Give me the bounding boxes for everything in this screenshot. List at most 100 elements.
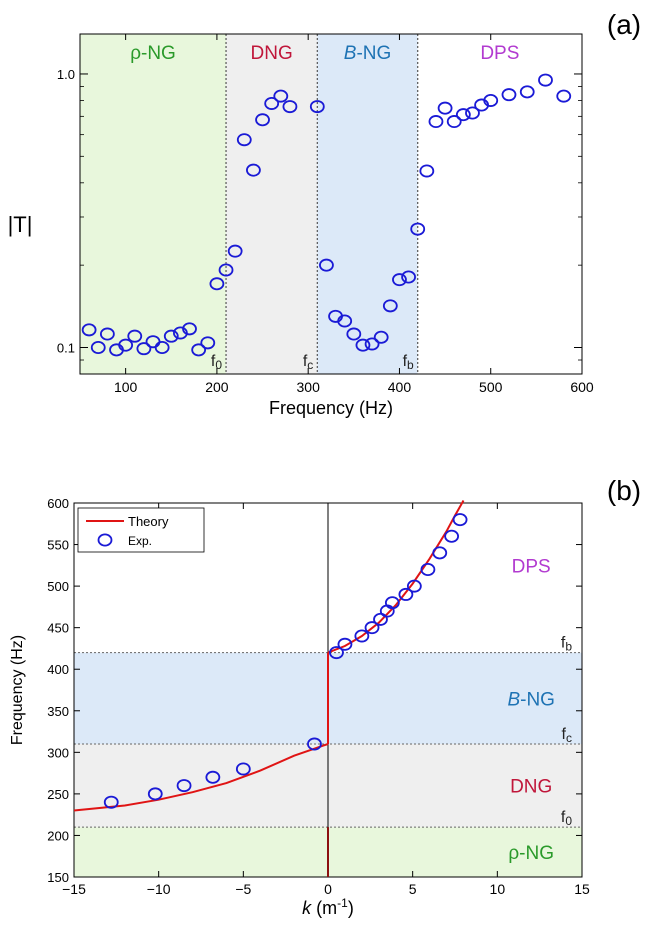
exp-point-9 xyxy=(364,621,380,635)
legend-exp-label: Exp. xyxy=(128,534,152,548)
region-label-suffix: -NG xyxy=(356,43,391,64)
data-point-40 xyxy=(465,106,480,120)
data-point-11 xyxy=(182,322,197,336)
y-tick-label-0: 0.1 xyxy=(57,340,75,355)
x-tick-label-1: 200 xyxy=(205,379,229,395)
y-tick-label-6: 450 xyxy=(47,621,69,636)
y-axis-label: |T| xyxy=(8,212,33,237)
panel-label-a: (a) xyxy=(607,9,641,40)
data-point-34 xyxy=(410,222,426,236)
y-tick-label-0: 150 xyxy=(47,870,69,885)
x-axis-label-var: k xyxy=(302,898,312,918)
x-tick-label-3: 0 xyxy=(324,881,332,897)
legend-exp-swatch xyxy=(97,533,113,547)
data-point-23 xyxy=(309,100,325,114)
region-band-1 xyxy=(226,34,318,374)
legend: Theory Exp. xyxy=(77,507,205,553)
boundary-label-base: f xyxy=(211,353,216,370)
x-tick-label-0: −15 xyxy=(62,881,86,897)
y-tick-label-7: 500 xyxy=(47,579,69,594)
data-point-0 xyxy=(81,323,97,337)
boundary-label-0: f0 xyxy=(561,809,572,828)
data-point-16 xyxy=(227,244,243,258)
exp-point-10 xyxy=(373,612,388,626)
x-axis-label-unit: (m xyxy=(311,898,337,918)
boundary-label-0: f0 xyxy=(211,353,222,372)
data-point-20 xyxy=(264,96,280,110)
x-tick-label-3: 400 xyxy=(388,379,412,395)
x-axis-label-close: ) xyxy=(348,898,354,918)
x-tick-label-2: 300 xyxy=(297,379,321,395)
x-tick-label-4: 5 xyxy=(409,881,417,897)
data-point-9 xyxy=(163,329,179,343)
band-label-0: ρ-NG xyxy=(508,843,554,864)
boundary-label-2: fb xyxy=(561,635,572,654)
band-label-1: DNG xyxy=(510,777,552,798)
data-point-14 xyxy=(209,277,225,291)
y-tick-label-9: 600 xyxy=(47,496,69,511)
y-tick-label-5: 400 xyxy=(47,662,69,677)
y-tick-label-4: 350 xyxy=(47,704,69,719)
data-point-36 xyxy=(428,115,444,129)
data-point-30 xyxy=(373,330,389,344)
boundary-label-sub: 0 xyxy=(215,358,222,372)
boundary-label-base: f xyxy=(562,726,567,743)
band-label-italic: B xyxy=(507,689,520,710)
data-point-2 xyxy=(99,327,115,341)
boundary-label-sub: c xyxy=(307,358,313,372)
theory-curve-segment-0 xyxy=(73,743,329,812)
exp-point-15 xyxy=(420,562,436,576)
exp-point-7 xyxy=(337,637,353,651)
exp-point-3 xyxy=(205,770,221,784)
data-point-1 xyxy=(90,340,106,354)
region-band-0 xyxy=(80,34,227,374)
plot-frame xyxy=(79,33,583,375)
exp-point-2 xyxy=(176,779,192,793)
data-point-6 xyxy=(136,342,152,356)
y-tick-label-1: 200 xyxy=(47,828,69,843)
data-point-13 xyxy=(200,336,216,350)
x-axis-label: Frequency (Hz) xyxy=(269,398,393,418)
boundary-label-base: f xyxy=(561,809,566,826)
exp-point-16 xyxy=(432,546,448,560)
data-point-18 xyxy=(246,163,261,177)
x-axis-label: k (m-1) xyxy=(302,896,354,918)
exp-point-18 xyxy=(452,513,468,527)
data-point-26 xyxy=(337,314,353,328)
exp-point-5 xyxy=(307,737,322,751)
x-tick-label-0: 100 xyxy=(114,379,138,395)
data-point-31 xyxy=(382,299,398,313)
data-point-45 xyxy=(538,73,553,87)
boundary-label-sub: c xyxy=(566,731,572,745)
theory-curve-segment-2 xyxy=(327,500,465,654)
data-point-35 xyxy=(419,164,435,178)
exp-point-4 xyxy=(235,762,251,776)
data-point-28 xyxy=(355,338,371,352)
data-point-33 xyxy=(401,270,416,284)
y-axis-label: Frequency (Hz) xyxy=(9,635,26,745)
data-point-4 xyxy=(118,338,134,352)
data-point-32 xyxy=(392,273,407,287)
data-point-17 xyxy=(236,133,252,147)
boundary-label-sub: 0 xyxy=(565,814,572,828)
data-point-5 xyxy=(127,329,143,343)
data-point-44 xyxy=(519,85,535,99)
region-band-2 xyxy=(317,34,418,374)
data-point-10 xyxy=(172,326,188,340)
band-label-3: DPS xyxy=(512,556,551,577)
panel-b: f0fcfbρ-NGDNGB-NGDPS15020025030035040045… xyxy=(9,475,641,918)
data-point-22 xyxy=(282,100,298,114)
boundary-label-sub: b xyxy=(565,640,572,654)
region-label-1: DNG xyxy=(251,43,293,64)
exp-point-14 xyxy=(406,579,422,593)
exp-point-12 xyxy=(384,596,400,610)
data-point-38 xyxy=(446,115,462,129)
data-point-29 xyxy=(364,337,380,351)
boundary-label-1: fc xyxy=(303,353,313,372)
data-point-43 xyxy=(501,88,517,102)
region-label-2: B-NG xyxy=(344,43,392,64)
data-point-42 xyxy=(483,93,499,107)
exp-point-13 xyxy=(398,587,414,601)
x-tick-label-4: 500 xyxy=(479,379,503,395)
band-label-suffix: -NG xyxy=(520,689,555,710)
